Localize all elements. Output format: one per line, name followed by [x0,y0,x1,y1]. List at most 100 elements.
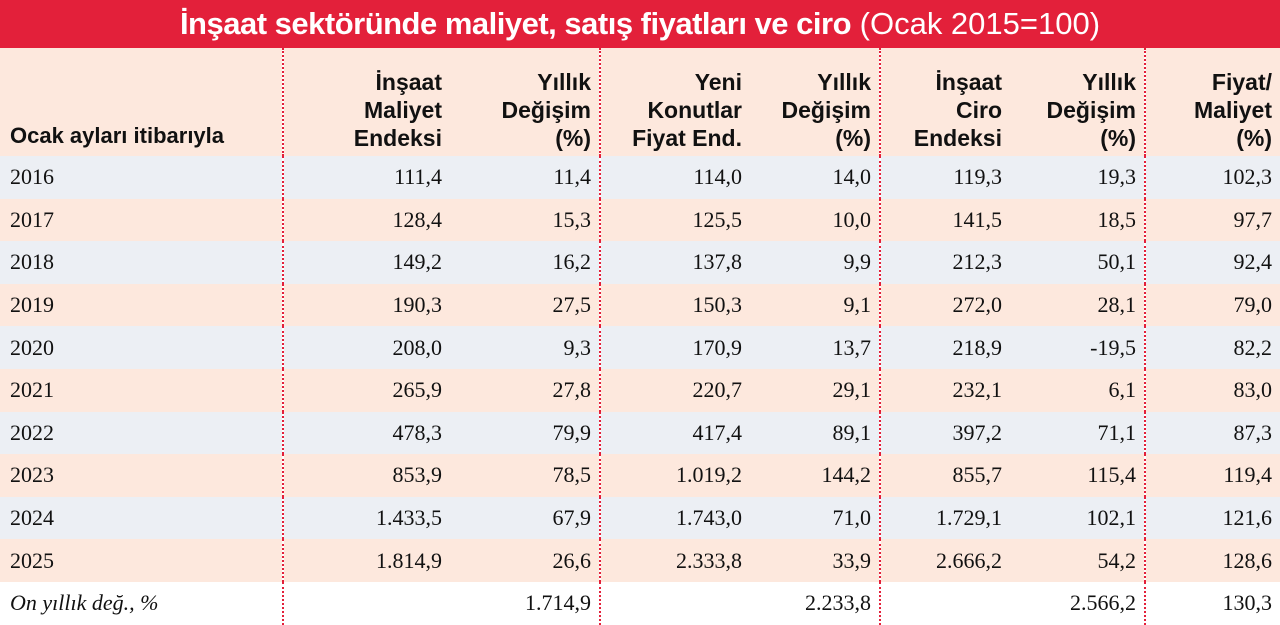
footer-cell [600,581,750,625]
header-cell: Fiyat/Maliyet (%) [1145,48,1280,156]
value-cell: 150,3 [600,283,750,327]
value-cell: 15,3 [450,198,601,242]
footer-cell: 2.566,2 [1010,581,1146,625]
value-cell: 27,8 [450,368,601,412]
table-row: 2020 208,0 9,3 170,9 13,7 218,9 -19,5 82,2 [0,326,1280,369]
value-cell: 121,6 [1145,496,1280,540]
value-cell: 54,2 [1010,539,1146,582]
table-row: 2016 111,4 11,4 114,0 14,0 119,3 19,3 102,3 [0,156,1280,199]
header-line: Fiyat/ [1211,69,1272,95]
footer-cell: 1.714,9 [450,581,601,625]
value-cell: 111,4 [283,156,450,199]
value-cell: 220,7 [600,368,750,412]
header-line: Değişim [501,97,591,123]
value-cell: 2.666,2 [880,539,1010,582]
value-cell: 119,4 [1145,454,1280,497]
value-cell: 128,6 [1145,539,1280,582]
year-cell: 2018 [0,241,284,284]
header-cell: Yıllık Değişim (%) [1010,48,1146,156]
value-cell: 397,2 [880,411,1010,455]
year-cell: 2025 [0,539,284,582]
year-cell: 2024 [0,496,284,540]
header-line: Ocak ayları itibarıyla [10,123,225,148]
value-cell: 141,5 [880,198,1010,242]
year-cell: 2023 [0,454,284,497]
year-cell: 2017 [0,198,284,242]
header-line: Endeksi [353,125,442,151]
value-cell: 89,1 [750,411,881,455]
year-cell: 2020 [0,326,284,369]
header-cell: Yıllık Değişim (%) [450,48,601,156]
value-cell: 855,7 [880,454,1010,497]
header-row: Ocak ayları itibarıyla İnşaat Maliyet Endek… [0,48,1280,156]
table-body: 2016 111,4 11,4 114,0 14,0 119,3 19,3 102,3 2017… [0,156,1280,625]
value-cell: 102,3 [1145,156,1280,199]
table-row: 2022 478,3 79,9 417,4 89,1 397,2 71,1 87,3 [0,411,1280,455]
value-cell: 13,7 [750,326,881,369]
header-line: Ciro [956,97,1002,123]
value-cell: 11,4 [450,156,601,199]
value-cell: 9,1 [750,283,881,327]
value-cell: 50,1 [1010,241,1146,284]
footer-cell [283,581,450,625]
table-row: 2018 149,2 16,2 137,8 9,9 212,3 50,1 92,4 [0,241,1280,284]
footer-cell: 2.233,8 [750,581,881,625]
value-cell: 170,9 [600,326,750,369]
header-line: İnşaat [375,69,442,95]
value-cell: 119,3 [880,156,1010,199]
value-cell: 1.743,0 [600,496,750,540]
value-cell: 28,1 [1010,283,1146,327]
value-cell: 92,4 [1145,241,1280,284]
value-cell: 9,3 [450,326,601,369]
header-line: Endeksi [913,125,1002,151]
header-line: Yıllık [817,69,871,95]
value-cell: 71,0 [750,496,881,540]
year-cell: 2019 [0,283,284,327]
value-cell: 9,9 [750,241,881,284]
value-cell: 18,5 [1010,198,1146,242]
title-bar: İnşaat sektöründe maliyet, satış fiyatla… [0,0,1280,48]
value-cell: 27,5 [450,283,601,327]
header-line: Yeni [694,69,742,95]
value-cell: 71,1 [1010,411,1146,455]
value-cell: 10,0 [750,198,881,242]
value-cell: 137,8 [600,241,750,284]
header-line: İnşaat [935,69,1002,95]
header-line: Fiyat End. [632,125,742,151]
table-row: 2024 1.433,5 67,9 1.743,0 71,0 1.729,1 102,1 12… [0,496,1280,540]
value-cell: 125,5 [600,198,750,242]
header-line: Değişim [781,97,871,123]
header-cell: Ocak ayları itibarıyla [0,48,284,156]
table-row: 2025 1.814,9 26,6 2.333,8 33,9 2.666,2 54,2 128… [0,539,1280,582]
value-cell: 6,1 [1010,368,1146,412]
value-cell: 190,3 [283,283,450,327]
value-cell: 265,9 [283,368,450,412]
value-cell: 1.019,2 [600,454,750,497]
value-cell: 114,0 [600,156,750,199]
table-row: 2023 853,9 78,5 1.019,2 144,2 855,7 115,4 119,4 [0,454,1280,497]
value-cell: 67,9 [450,496,601,540]
value-cell: 853,9 [283,454,450,497]
value-cell: 218,9 [880,326,1010,369]
value-cell: 19,3 [1010,156,1146,199]
header-line: Değişim [1046,97,1136,123]
value-cell: 212,3 [880,241,1010,284]
header-cell: Yeni Konutlar Fiyat End. [600,48,750,156]
value-cell: 128,4 [283,198,450,242]
table-row: 2019 190,3 27,5 150,3 9,1 272,0 28,1 79,0 [0,283,1280,327]
value-cell: 33,9 [750,539,881,582]
value-cell: 1.729,1 [880,496,1010,540]
value-cell: 82,2 [1145,326,1280,369]
title: İnşaat sektöründe maliyet, satış fiyatla… [179,6,852,41]
value-cell: 26,6 [450,539,601,582]
value-cell: 478,3 [283,411,450,455]
table-row: 2017 128,4 15,3 125,5 10,0 141,5 18,5 97,7 [0,198,1280,242]
title-note: (Ocak 2015=100) [859,6,1101,41]
value-cell: 1.433,5 [283,496,450,540]
value-cell: 16,2 [450,241,601,284]
value-cell: 115,4 [1010,454,1146,497]
header-cell: Yıllık Değişim (%) [750,48,881,156]
value-cell: 208,0 [283,326,450,369]
header-line: (%) [1236,125,1272,151]
